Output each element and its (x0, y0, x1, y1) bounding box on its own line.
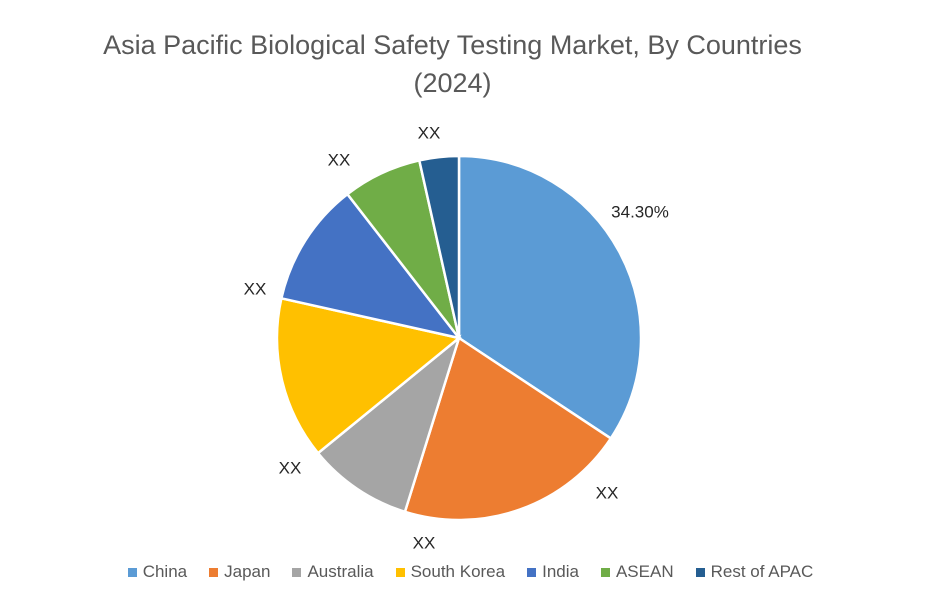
pie-slice-india (279, 192, 463, 340)
legend-swatch (600, 567, 610, 577)
data-label-south-korea: XX (279, 458, 302, 477)
pie-slice-south-korea (275, 296, 462, 455)
legend-item-rest-of-apac: Rest of APAC (695, 562, 814, 582)
pie-slice-japan (403, 336, 613, 522)
legend-label: ASEAN (615, 562, 674, 581)
data-label-japan: XX (596, 483, 619, 502)
legend-swatch (695, 567, 705, 577)
legend-item-australia: Australia (292, 562, 374, 582)
legend-item-asean: ASEAN (600, 562, 674, 582)
data-label-india: XX (244, 279, 267, 298)
data-label-rest-of-apac: XX (418, 123, 441, 142)
legend-label: Rest of APAC (710, 562, 814, 581)
chart-title: Asia Pacific Biological Safety Testing M… (0, 26, 905, 102)
pie-chart: 34.30% XX XX XX XX XX XX (244, 123, 669, 552)
legend: China Japan Australia South Korea India ASEAN… (0, 562, 941, 582)
legend-item-south-korea: South Korea (395, 562, 506, 582)
data-label-asean: XX (328, 150, 351, 169)
legend-item-japan: Japan (209, 562, 270, 582)
legend-swatch (209, 567, 219, 577)
data-label-china: 34.30% (611, 202, 669, 221)
legend-label: Japan (224, 562, 271, 581)
legend-swatch (292, 567, 302, 577)
legend-swatch (527, 567, 537, 577)
chart-title-line-1: Asia Pacific Biological Safety Testing M… (103, 30, 802, 60)
chart-title-line-2: (2024) (413, 68, 492, 98)
legend-label: China (142, 562, 188, 581)
legend-label: India (542, 562, 579, 581)
pie-slice-rest-of-apac (417, 154, 461, 339)
legend-swatch (127, 567, 137, 577)
legend-label: South Korea (410, 562, 506, 581)
data-label-australia: XX (413, 533, 436, 552)
pie-slice-australia (316, 334, 462, 514)
legend-label: Australia (307, 562, 374, 581)
legend-item-india: India (527, 562, 579, 582)
legend-item-china: China (127, 562, 188, 582)
legend-swatch (395, 567, 405, 577)
